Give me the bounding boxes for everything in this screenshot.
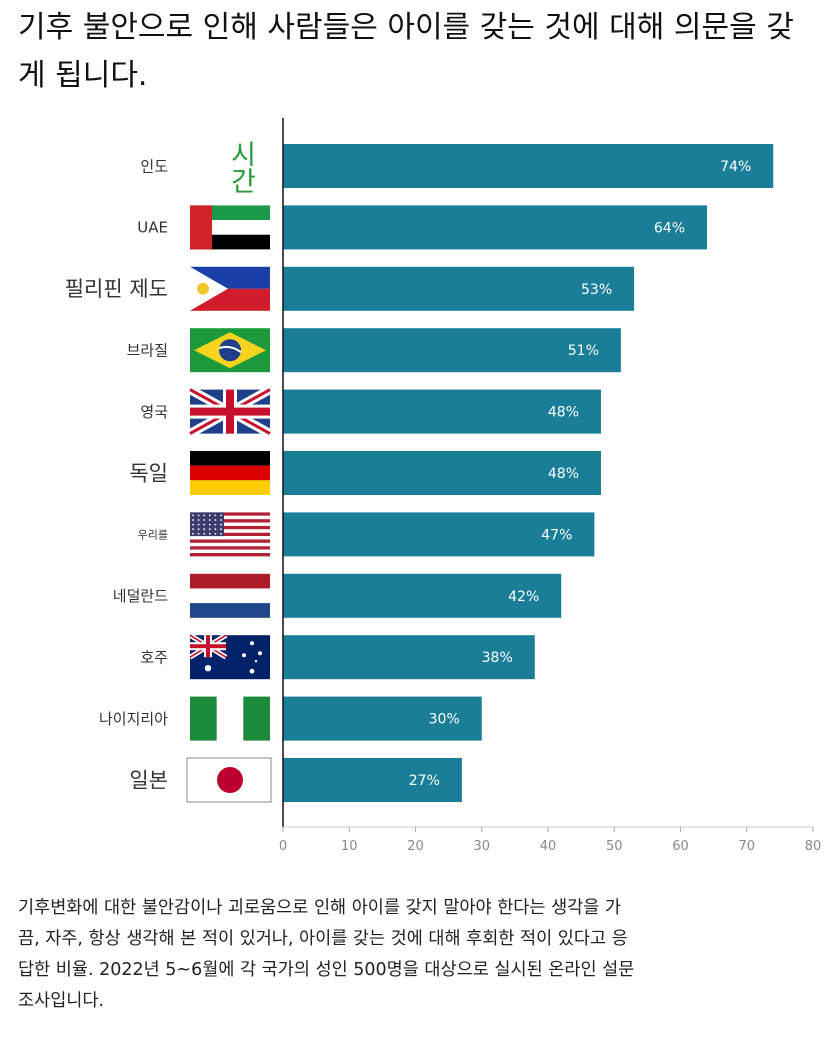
bar [283,328,621,373]
bar [283,451,601,495]
bar-value-label: 48% [548,405,579,421]
x-tick-label: 30 [473,839,490,854]
bar [283,512,595,557]
x-tick-label: 40 [540,839,557,854]
uae-flag [190,205,270,250]
x-tick-label: 70 [738,839,755,854]
bar [283,696,482,741]
bar [283,573,562,618]
flags-group [186,205,273,803]
bar [283,205,707,250]
country-label: 필리핀 제도 [65,277,168,301]
country-label: 독일 [129,461,168,485]
chart-title: 기후 불안으로 인해 사람들은 아이를 갖는 것에 대해 의문을 갖게 됩니다. [18,10,794,93]
bar-value-label: 47% [541,527,572,543]
nigeria-flag [190,696,270,741]
netherlands-flag [190,573,270,618]
bar-value-label: 53% [581,282,612,298]
bar [283,266,635,311]
bar-value-label: 48% [548,466,579,482]
bar [283,144,774,188]
bars-group: 74% 64% 53% 51% 48% 48% 47% 42% 38% 30% 27% [283,144,774,802]
country-label: 브라질 [127,341,168,359]
country-label: 네덜란드 [113,587,168,605]
australia-flag [188,633,270,680]
bar [283,635,535,680]
uk-flag [187,385,273,438]
country-label: 일본 [129,768,168,792]
bar [283,389,601,434]
bar-value-label: 30% [429,712,460,728]
x-axis: 0 10 20 30 40 50 60 70 80 [279,118,821,854]
country-label: 영국 [140,403,168,421]
bar-value-label: 51% [568,343,599,359]
japan-flag [186,757,272,803]
bar-chart: 74% 64% 53% 51% 48% 48% 47% 42% 38% 30% 27% 인도 UAE 필… [65,118,821,854]
bar-value-label: 38% [482,650,513,666]
x-tick-label: 60 [672,839,689,854]
bar-value-label: 27% [409,773,440,789]
x-tick-label: 20 [407,839,424,854]
x-tick-label: 80 [805,839,822,854]
x-tick-label: 10 [341,839,358,854]
x-tick-label: 0 [279,839,287,854]
country-label: UAE [137,219,168,237]
bar [283,758,462,802]
bar-value-label: 64% [654,220,685,236]
country-label: 나이지리아 [99,710,168,728]
country-label: 인도 [140,157,168,175]
country-label: 우리를 [138,528,168,541]
x-tick-label: 50 [606,839,623,854]
bar-value-label: 42% [508,589,539,605]
germany-flag [190,451,270,495]
bar-value-label: 74% [720,159,751,175]
country-label: 호주 [140,648,168,666]
watermark-text: 시간 [225,140,256,194]
brazil-flag [190,328,270,373]
usa-flag [190,512,270,557]
footnote: 기후변화에 대한 불안감이나 괴로움으로 인해 아이를 갖지 말아야 한다는 생… [18,898,635,1011]
philippines-flag [190,266,270,311]
